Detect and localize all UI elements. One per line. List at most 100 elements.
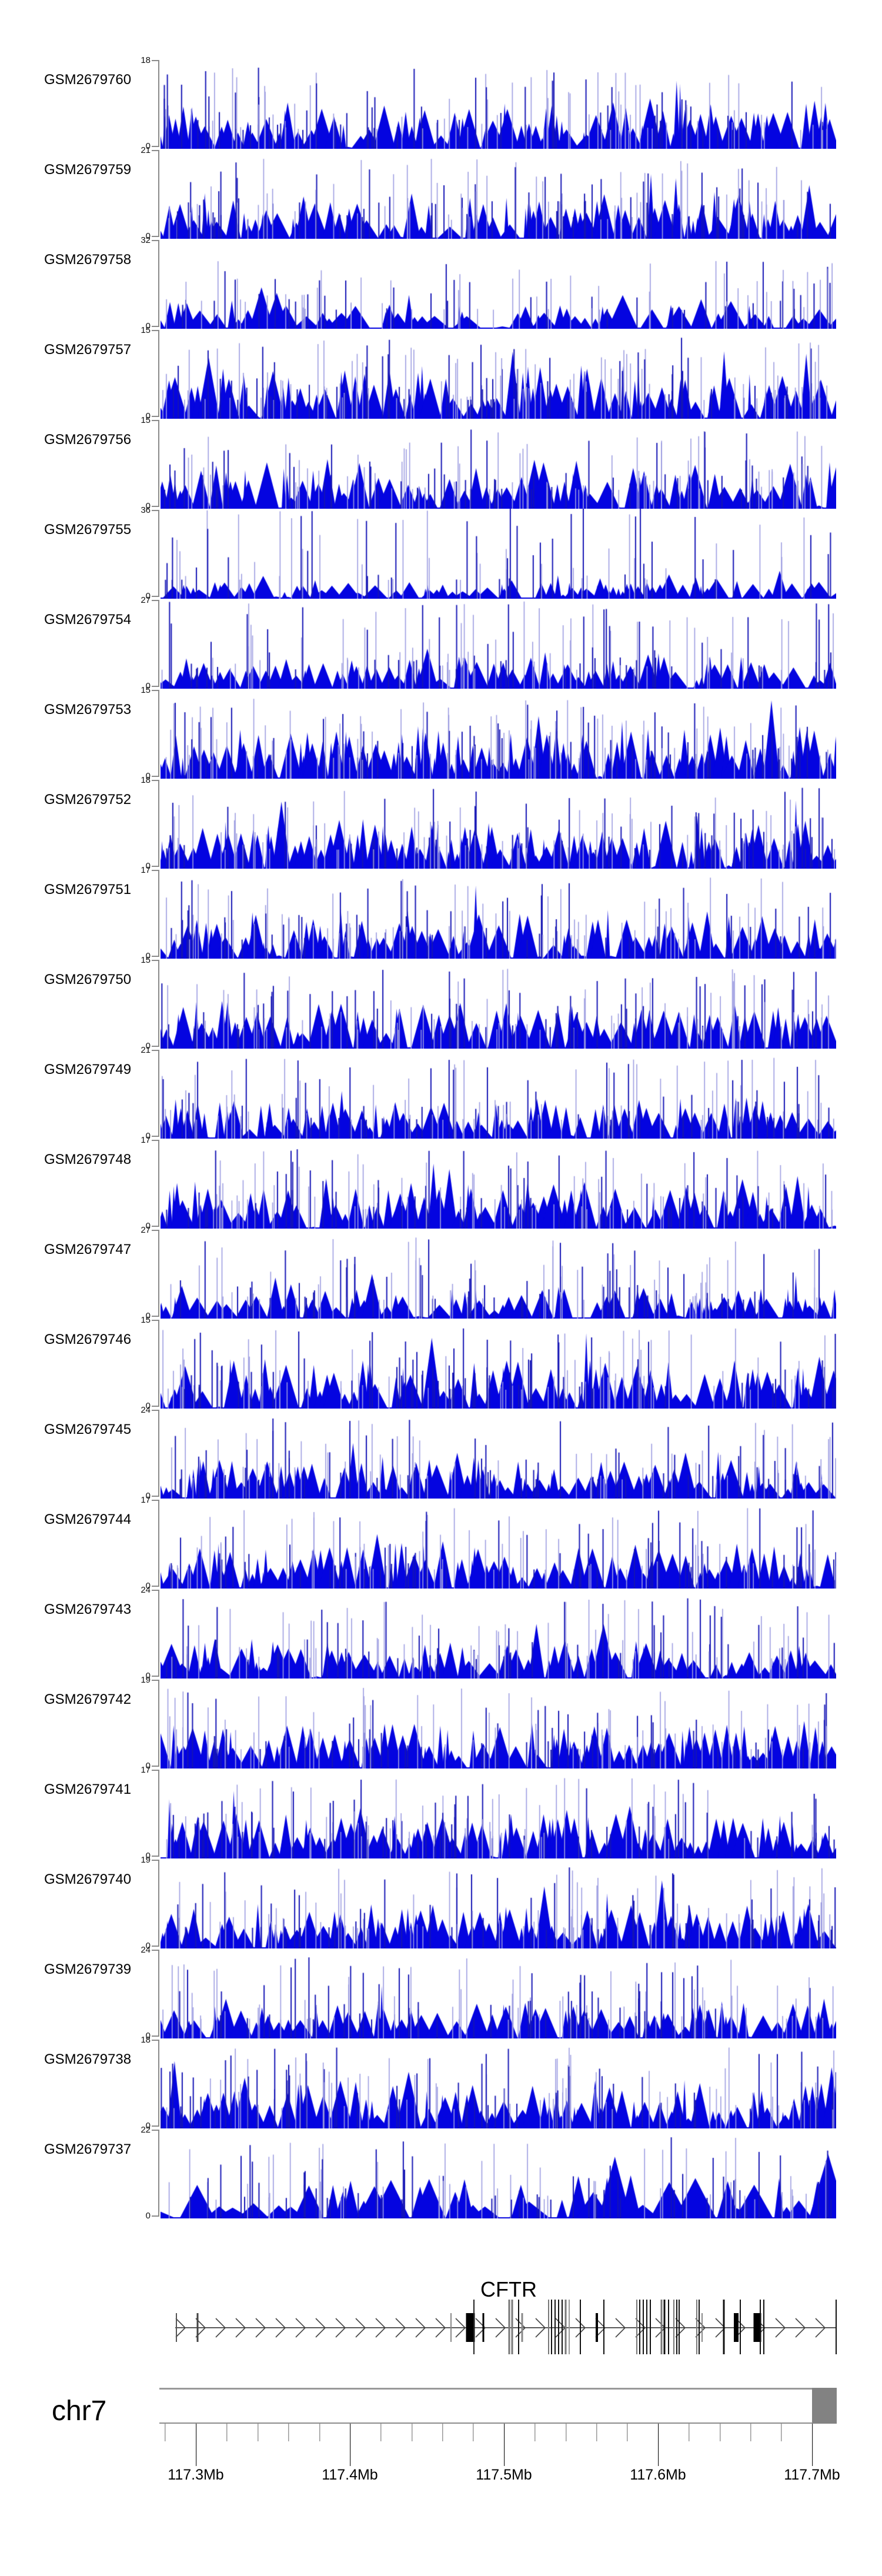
gene-exon-bar bbox=[646, 2300, 647, 2354]
y-axis-tick bbox=[152, 1496, 159, 1497]
y-axis-zero-value: 0 bbox=[145, 951, 151, 961]
gene-exon-bar bbox=[679, 2300, 680, 2354]
strand-arrow-icon bbox=[335, 2318, 346, 2338]
y-axis-tick bbox=[152, 1946, 159, 1947]
gene-exon-bar bbox=[636, 2300, 637, 2354]
axis-minor-tick bbox=[380, 2424, 382, 2441]
y-axis-tick bbox=[152, 956, 159, 957]
y-axis-max-value: 24 bbox=[141, 1585, 151, 1595]
strand-arrow-icon bbox=[815, 2318, 826, 2338]
sample-name-label: GSM2679749 bbox=[44, 1062, 132, 1077]
gene-exon-bar bbox=[511, 2300, 513, 2354]
sample-name-label: GSM2679739 bbox=[44, 1961, 132, 1977]
y-axis-line bbox=[158, 960, 159, 1047]
y-axis-tick bbox=[152, 690, 159, 691]
coverage-plot bbox=[161, 329, 836, 419]
gene-exon-bar bbox=[473, 2300, 475, 2354]
y-axis-max-value: 15 bbox=[141, 415, 151, 425]
y-axis-line bbox=[158, 60, 159, 147]
gene-exon-bar bbox=[548, 2300, 549, 2354]
y-axis-zero-value: 0 bbox=[145, 1761, 151, 1771]
strand-arrow-icon bbox=[475, 2318, 486, 2338]
y-axis-tick bbox=[152, 1676, 159, 1677]
sample-name-label: GSM2679756 bbox=[44, 432, 132, 448]
y-axis-max-value: 15 bbox=[141, 325, 151, 335]
y-axis-tick bbox=[152, 866, 159, 867]
coverage-plot bbox=[161, 1858, 836, 1948]
axis-minor-tick bbox=[165, 2424, 166, 2441]
axis-minor-tick bbox=[596, 2424, 597, 2441]
gene-exon-bar bbox=[518, 2300, 519, 2354]
y-axis-max-value: 27 bbox=[141, 595, 151, 605]
y-axis-zero-value: 0 bbox=[145, 231, 151, 241]
gene-exon-bar bbox=[701, 2313, 703, 2342]
y-axis-tick bbox=[152, 1140, 159, 1141]
strand-arrow-icon bbox=[495, 2318, 506, 2338]
strand-arrow-icon bbox=[235, 2318, 246, 2338]
strand-arrow-icon bbox=[355, 2318, 366, 2338]
gene-exon-bar bbox=[676, 2300, 677, 2354]
y-axis-zero-value: 0 bbox=[145, 2031, 151, 2041]
y-axis-tick bbox=[152, 1136, 159, 1137]
y-axis-zero-value: 0 bbox=[145, 1851, 151, 1861]
axis-minor-tick bbox=[288, 2424, 289, 2441]
axis-minor-tick bbox=[473, 2424, 474, 2441]
axis-tick-label: 117.3Mb bbox=[168, 2467, 224, 2483]
y-axis-zero-value: 0 bbox=[145, 681, 151, 691]
strand-arrow-icon bbox=[315, 2318, 326, 2338]
coverage-plot bbox=[161, 869, 836, 959]
sample-name-label: GSM2679746 bbox=[44, 1332, 132, 1347]
y-axis-zero-value: 0 bbox=[145, 1221, 151, 1231]
y-axis-line bbox=[158, 1230, 159, 1317]
gene-exon-bar bbox=[696, 2300, 697, 2354]
y-axis-max-value: 36 bbox=[141, 505, 151, 515]
coverage-plot bbox=[161, 239, 836, 329]
gene-exon-bar bbox=[660, 2300, 663, 2354]
gene-exon-bar bbox=[668, 2300, 669, 2354]
y-axis-zero-value: 0 bbox=[145, 1941, 151, 1951]
axis-tick-label: 117.4Mb bbox=[322, 2467, 378, 2483]
y-axis-max-value: 17 bbox=[141, 865, 151, 875]
y-axis-tick bbox=[152, 1320, 159, 1321]
axis-minor-tick bbox=[781, 2424, 782, 2441]
y-axis-tick bbox=[152, 2130, 159, 2131]
gene-intron-line bbox=[175, 2327, 836, 2328]
y-axis-tick bbox=[152, 236, 159, 237]
y-axis-tick bbox=[152, 596, 159, 597]
y-axis-tick bbox=[152, 60, 159, 61]
axis-minor-tick bbox=[319, 2424, 320, 2441]
y-axis-max-value: 15 bbox=[141, 685, 151, 695]
y-axis-line bbox=[158, 780, 159, 867]
y-axis-tick bbox=[152, 1316, 159, 1317]
chromosome-bar-top-border bbox=[159, 2388, 837, 2390]
y-axis-zero-value: 0 bbox=[145, 1131, 151, 1141]
sample-name-label: GSM2679759 bbox=[44, 162, 132, 178]
y-axis-max-value: 21 bbox=[141, 1045, 151, 1055]
y-axis-tick bbox=[152, 1856, 159, 1857]
coverage-plot bbox=[161, 59, 836, 149]
y-axis-zero-value: 0 bbox=[145, 2211, 151, 2221]
y-axis-tick bbox=[152, 600, 159, 601]
y-axis-zero-value: 0 bbox=[145, 861, 151, 871]
strand-arrow-icon bbox=[255, 2318, 266, 2338]
sample-name-label: GSM2679747 bbox=[44, 1242, 132, 1257]
strand-arrow-icon bbox=[295, 2318, 306, 2338]
y-axis-max-value: 17 bbox=[141, 1765, 151, 1775]
gene-exon-bar bbox=[753, 2313, 761, 2342]
gene-exon-bar bbox=[196, 2313, 199, 2342]
axis-tick-label: 117.7Mb bbox=[784, 2467, 840, 2483]
y-axis-tick bbox=[152, 686, 159, 687]
strand-arrow-icon bbox=[175, 2318, 186, 2338]
y-axis-line bbox=[158, 240, 159, 327]
y-axis-zero-value: 0 bbox=[145, 1041, 151, 1051]
y-axis-zero-value: 0 bbox=[145, 771, 151, 781]
y-axis-tick bbox=[152, 1050, 159, 1051]
gene-exon-bar bbox=[650, 2300, 651, 2354]
sample-name-label: GSM2679754 bbox=[44, 612, 132, 628]
y-axis-max-value: 18 bbox=[141, 55, 151, 65]
y-axis-zero-value: 0 bbox=[145, 321, 151, 331]
y-axis-zero-value: 0 bbox=[145, 1401, 151, 1411]
coverage-plot bbox=[161, 779, 836, 869]
gene-exon-bar bbox=[603, 2300, 604, 2354]
